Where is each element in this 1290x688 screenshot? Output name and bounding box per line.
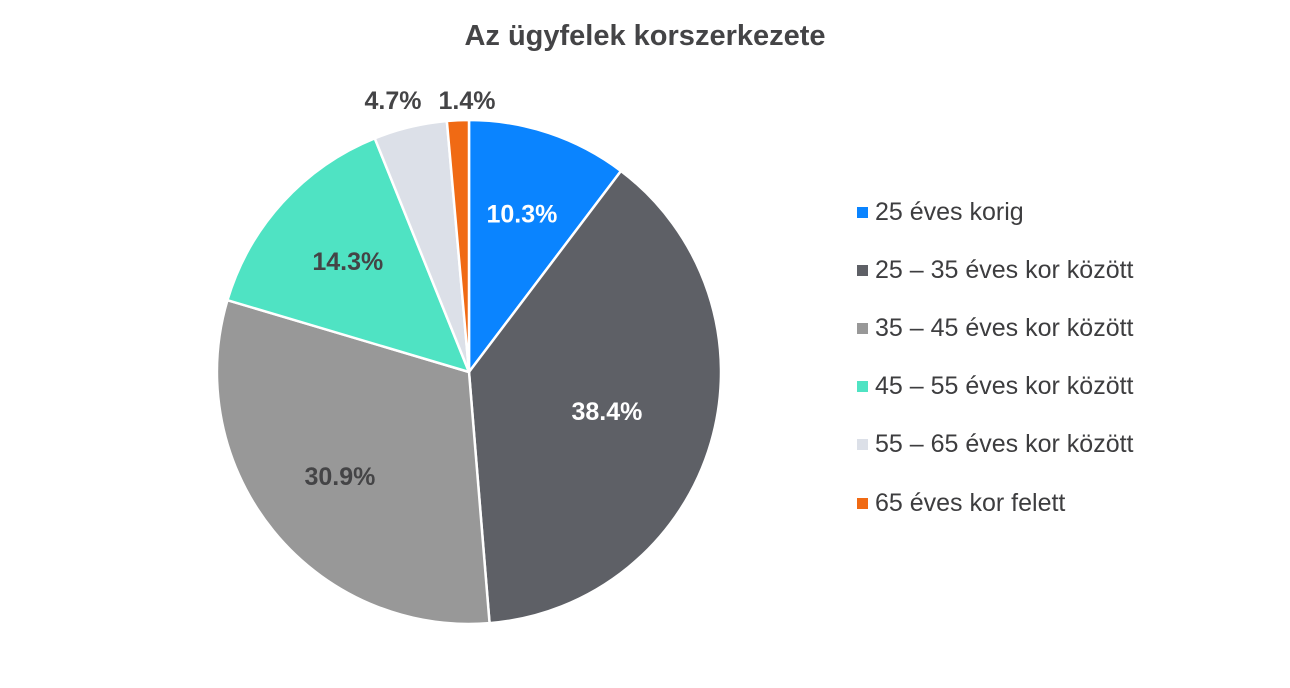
legend-label: 55 – 65 éves kor között	[875, 430, 1134, 459]
pie-slice-label: 10.3%	[486, 200, 557, 228]
legend-swatch	[857, 206, 868, 218]
legend-item: 25 – 35 éves kor között	[857, 241, 1133, 299]
pie-slice	[467, 118, 623, 374]
legend-item: 25 éves korig	[857, 183, 1133, 241]
legend-swatch	[857, 381, 868, 393]
legend-label: 25 éves korig	[875, 197, 1024, 226]
legend-label: 45 – 55 éves kor között	[875, 372, 1134, 401]
pie-slice	[445, 118, 471, 374]
legend-swatch	[857, 497, 868, 509]
legend-item: 55 – 65 éves kor között	[857, 416, 1133, 474]
legend-item: 35 – 45 éves kor között	[857, 299, 1133, 357]
legend-item: 65 éves kor felett	[857, 474, 1133, 532]
legend-swatch	[857, 322, 868, 334]
legend: 25 éves korig 25 – 35 éves kor között 35 –…	[857, 183, 1133, 532]
pie-slice-label: 14.3%	[312, 248, 383, 276]
pie-slice-label: 30.9%	[304, 463, 375, 491]
pie-slice	[467, 169, 723, 625]
chart-title: Az ügyfelek korszerkezete	[464, 20, 826, 52]
legend-swatch	[857, 439, 868, 451]
pie-slice-label: 4.7%	[365, 87, 422, 115]
pie-slice	[226, 137, 471, 374]
legend-label: 65 éves kor felett	[875, 488, 1066, 517]
legend-item: 45 – 55 éves kor között	[857, 358, 1133, 416]
legend-label: 25 – 35 éves kor között	[875, 255, 1134, 284]
legend-label: 35 – 45 éves kor között	[875, 313, 1134, 342]
pie-slice-label: 1.4%	[439, 87, 496, 115]
pie-slice	[215, 298, 491, 626]
legend-swatch	[857, 264, 868, 276]
pie-slice-label: 38.4%	[571, 398, 642, 426]
